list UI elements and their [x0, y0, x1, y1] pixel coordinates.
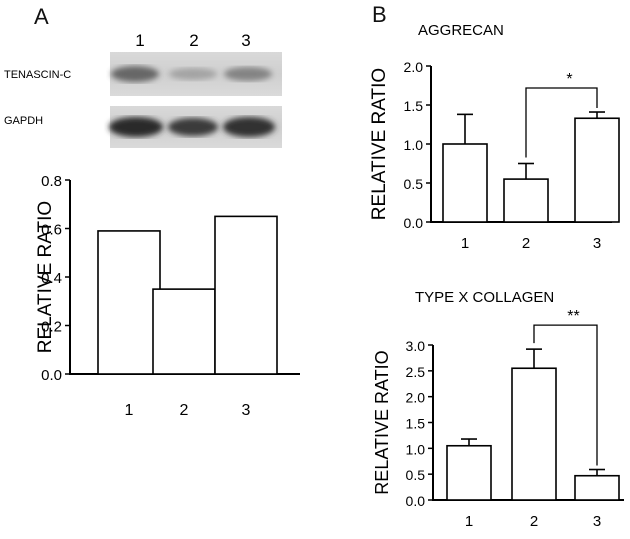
y-tick-label: 0.4 — [41, 270, 62, 287]
y-tick-label: 0.0 — [406, 493, 426, 509]
x-tick-label: 2 — [530, 513, 538, 530]
y-tick-label: 0.0 — [41, 367, 62, 384]
bar — [574, 117, 620, 223]
y-tick-label: 0.0 — [404, 215, 424, 231]
significance-bracket — [525, 87, 598, 158]
significance-marker: * — [566, 71, 572, 88]
panel-a-letter: A — [34, 4, 49, 29]
blot-label: GAPDH — [4, 115, 43, 127]
bar — [446, 444, 492, 501]
x-tick-label: 1 — [125, 402, 134, 419]
y-tick-label: 0.2 — [41, 319, 62, 336]
y-tick-label: 1.5 — [406, 416, 426, 432]
y-tick-label: 2.0 — [404, 59, 424, 75]
y-tick-label: 1.0 — [404, 137, 424, 153]
blot-label: TENASCIN-C — [4, 69, 71, 81]
y-tick-label: 1.0 — [406, 441, 426, 457]
lane-number: 1 — [135, 31, 144, 50]
y-axis-label: RELATIVE RATIO — [35, 201, 56, 353]
lane-number: 2 — [189, 31, 198, 50]
x-tick-label: 3 — [242, 402, 251, 419]
lane-number: 3 — [241, 31, 250, 50]
bar — [511, 367, 557, 501]
x-tick-label: 3 — [593, 235, 601, 252]
chart-title: AGGRECAN — [418, 22, 504, 39]
x-tick-label: 2 — [180, 402, 189, 419]
y-tick-label: 3.0 — [406, 338, 426, 354]
x-tick-label: 3 — [593, 513, 601, 530]
y-tick-label: 2.0 — [406, 390, 426, 406]
y-tick-label: 1.5 — [404, 98, 424, 114]
panel-b-letter: B — [372, 2, 387, 27]
y-tick-label: 0.6 — [41, 222, 62, 239]
tenascin-blot — [110, 52, 282, 96]
x-tick-label: 1 — [465, 513, 473, 530]
y-axis-label: RELATIVE RATIO — [369, 68, 390, 220]
y-axis-label: RELATIVE RATIO — [372, 350, 392, 494]
x-tick-label: 2 — [522, 235, 530, 252]
y-tick-label: 2.5 — [406, 364, 426, 380]
significance-marker: ** — [567, 308, 579, 325]
y-tick-label: 0.8 — [41, 173, 62, 190]
y-tick-label: 0.5 — [406, 467, 426, 483]
chart-title: TYPE X COLLAGEN — [415, 289, 554, 306]
bar — [442, 143, 488, 223]
bar — [97, 230, 161, 375]
bar — [214, 215, 278, 375]
significance-bracket — [533, 324, 598, 466]
bar — [574, 474, 620, 501]
bar — [503, 178, 549, 223]
gapdh-blot — [109, 106, 282, 148]
x-tick-label: 1 — [461, 235, 469, 252]
y-tick-label: 0.5 — [404, 176, 424, 192]
bar — [152, 288, 216, 375]
